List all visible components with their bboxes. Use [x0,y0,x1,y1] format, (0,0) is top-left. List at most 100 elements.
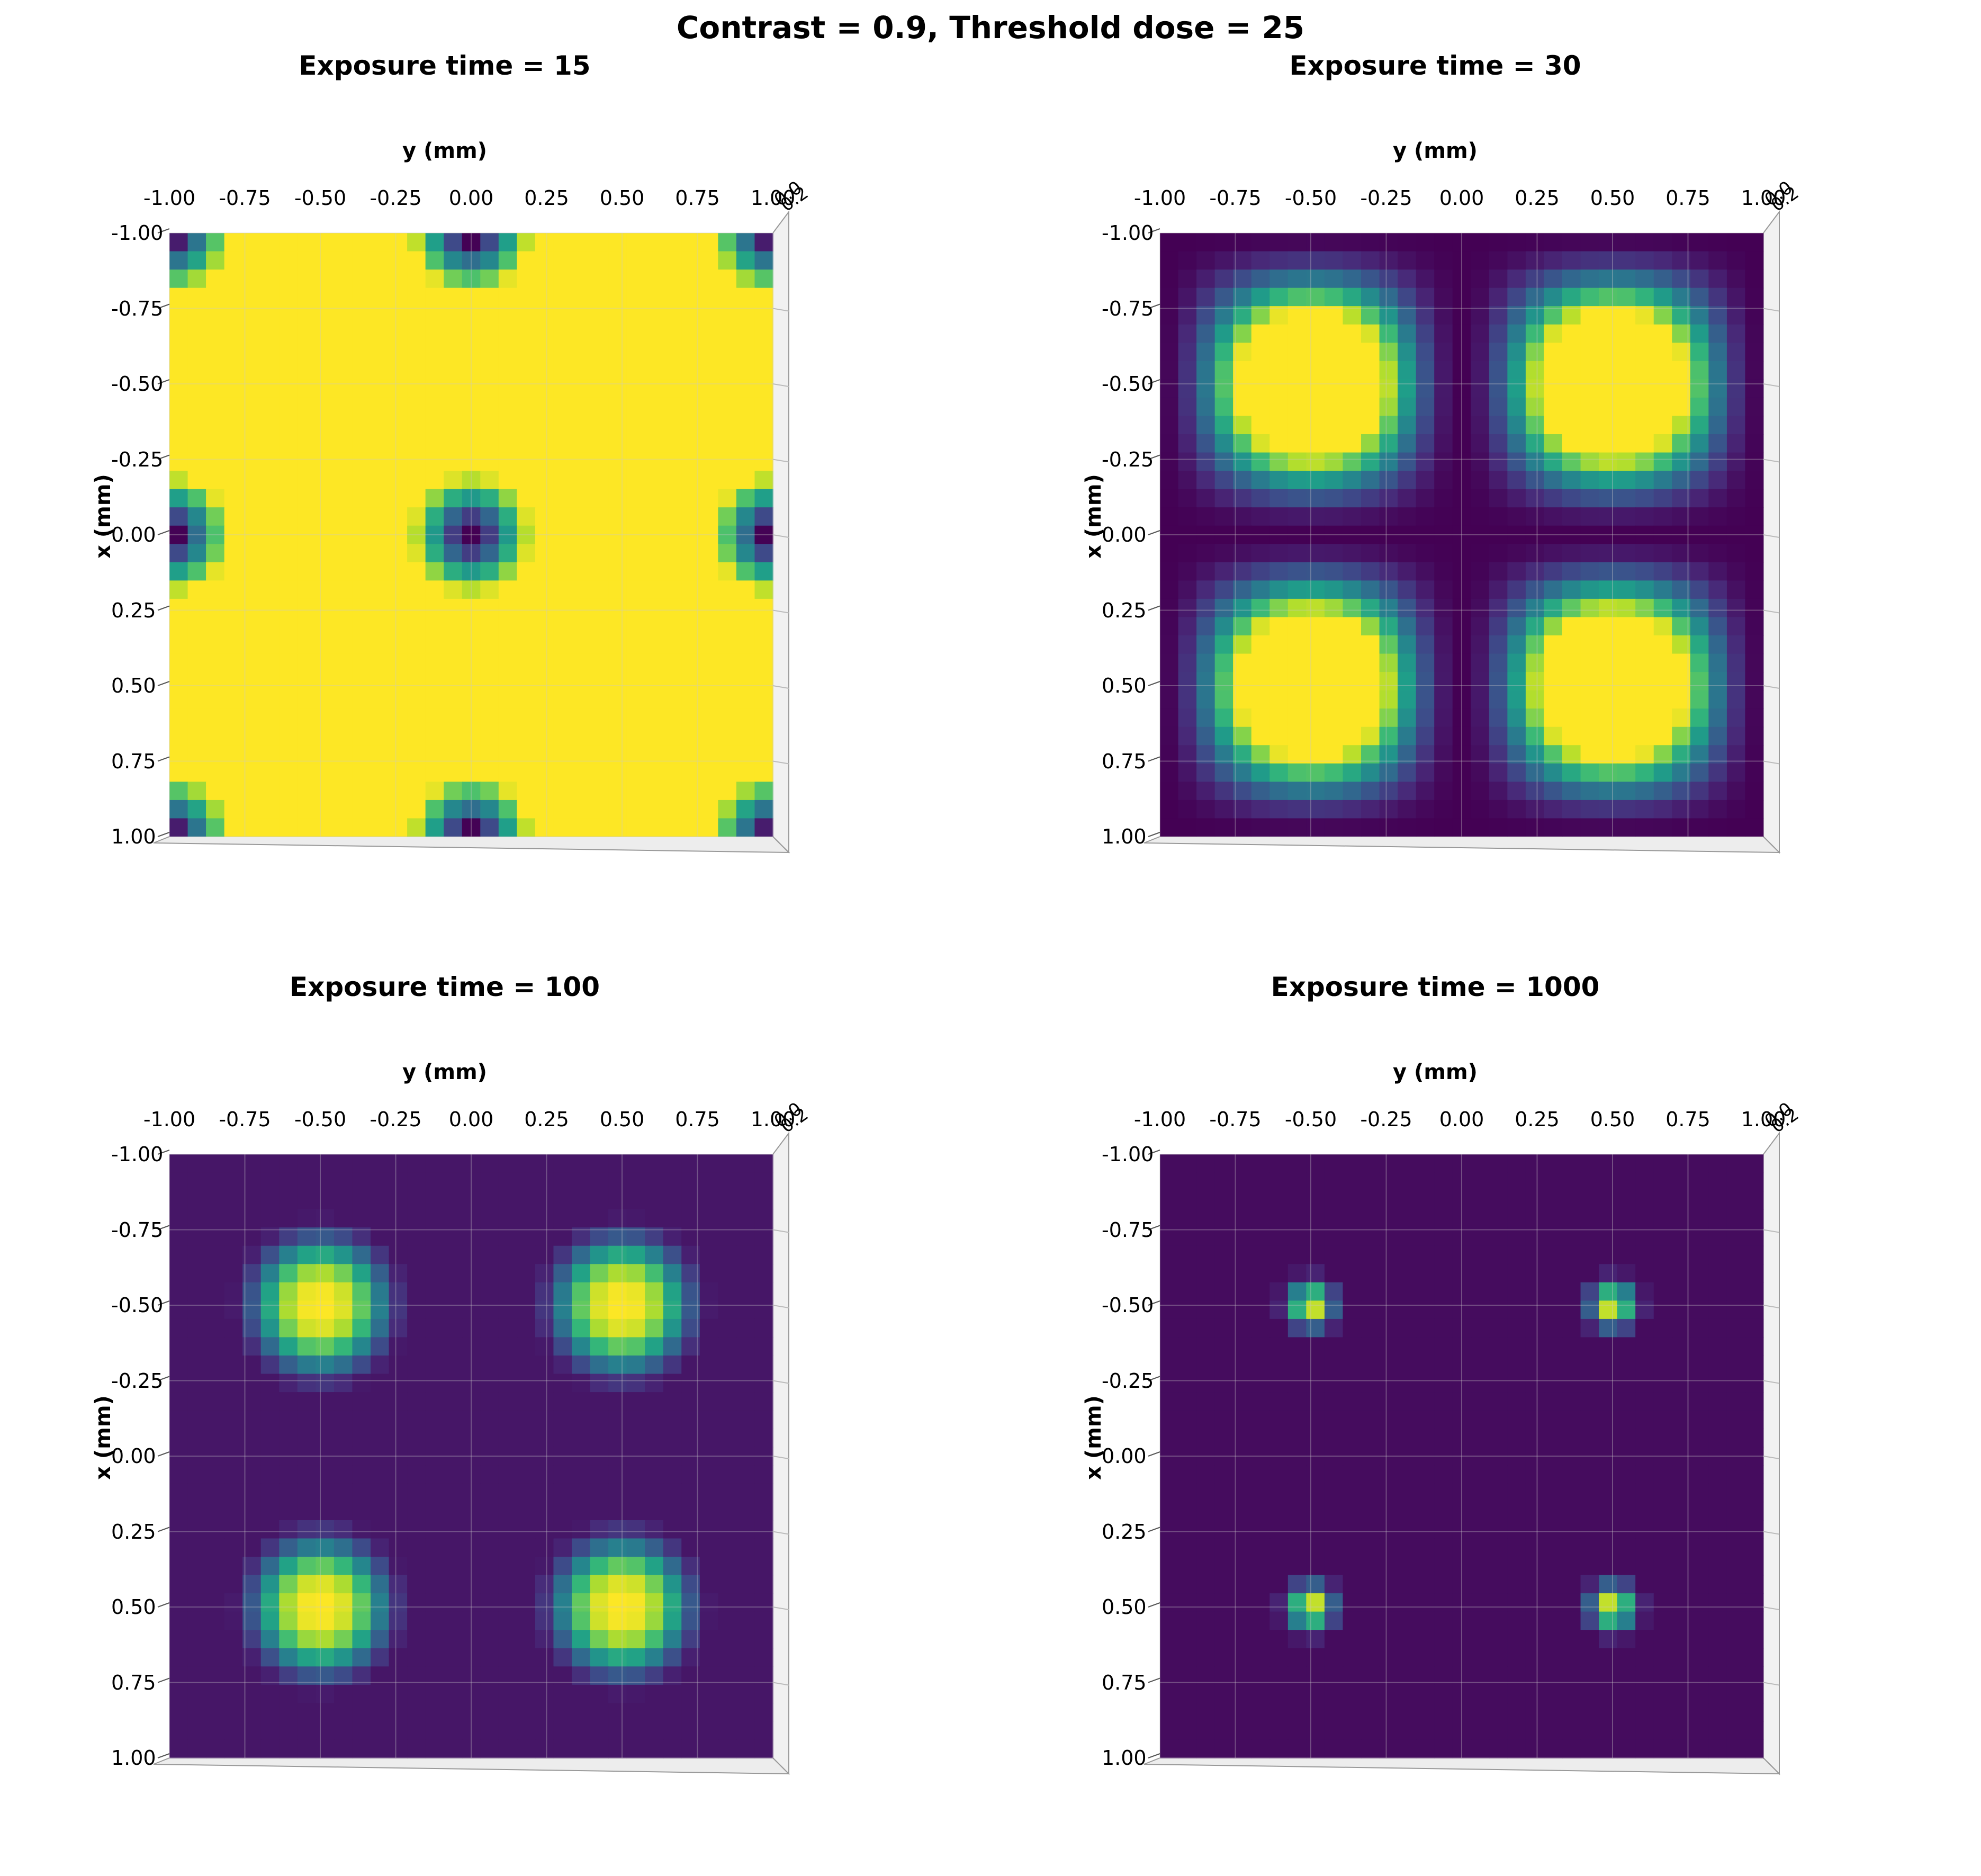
heatmap-cell [1544,1739,1563,1758]
heatmap-cell [681,763,700,783]
heatmap-cell [371,690,390,709]
heatmap-cell [1214,1575,1233,1594]
heatmap-cell [480,1172,499,1191]
heatmap-cell [1635,1429,1654,1448]
heatmap-cell [1160,416,1179,435]
heatmap-cell [242,1374,262,1393]
heatmap-cell [681,617,700,636]
heatmap-cell [1489,1209,1508,1228]
heatmap-cell [1708,270,1727,289]
axis-tick [157,1150,170,1155]
heatmap-cell [444,233,463,252]
heatmap-cell [242,635,262,654]
heatmap-cell [1324,1172,1344,1191]
heatmap-cell [169,471,188,490]
heatmap-cell [681,1191,700,1210]
heatmap-cell [590,1318,609,1338]
heatmap-cell [1525,233,1545,252]
heatmap-cell [1635,1502,1654,1521]
heatmap-cell [187,343,206,362]
heatmap-cell [242,617,262,636]
heatmap-cell [1233,1318,1252,1338]
heatmap-cell [1580,763,1599,783]
heatmap-cell [187,1245,206,1265]
heatmap-cell [480,690,499,709]
heatmap-cell [1178,1191,1197,1210]
heatmap-cell [1343,1245,1362,1265]
heatmap-cell [389,1191,408,1210]
heatmap-cell [1525,343,1545,362]
heatmap-cell [1452,1318,1472,1338]
heatmap-cell [1160,726,1179,746]
heatmap-cell [1287,1538,1307,1557]
heatmap-cell [444,1245,463,1265]
heatmap-cell [206,489,225,508]
heatmap-cell [389,452,408,471]
heatmap-cell [1434,288,1453,307]
heatmap-cell [1599,672,1618,691]
heatmap-cell [681,544,700,563]
heatmap-cell [645,1172,664,1191]
heatmap-cell [1617,800,1636,819]
heatmap-cell [1214,598,1233,618]
heatmap-cell [1269,1356,1289,1375]
heatmap-cell [1471,1429,1490,1448]
heatmap-cell [553,1557,572,1576]
heatmap-cell [736,1282,755,1301]
heatmap-cell [1416,1447,1435,1466]
heatmap-cell [608,726,627,746]
heatmap-cell [334,708,353,728]
x-tick-label: 0.25 [111,1520,156,1543]
heatmap-cell [626,580,645,599]
heatmap-cell [681,1356,700,1375]
heatmap-cell [480,598,499,618]
heatmap-cell [1544,397,1563,417]
heatmap-cell [1398,1483,1417,1503]
heatmap-cell [1233,1465,1252,1484]
heatmap-cell [334,1356,353,1375]
heatmap-cell [1580,782,1599,801]
heatmap-cell [1599,1191,1618,1210]
heatmap-cell [754,1684,773,1704]
heatmap-cell [1726,708,1746,728]
heatmap-cell [1379,1538,1398,1557]
heatmap-cell [553,818,572,837]
heatmap-cell [1178,1630,1197,1649]
heatmap-cell [1324,416,1344,435]
heatmap-cell [1306,580,1325,599]
heatmap-cell [645,580,664,599]
heatmap-cell [498,416,518,435]
heatmap-cell [718,270,737,289]
heatmap-cell [754,782,773,801]
heatmap-cell [169,580,188,599]
axes-pane [1763,210,1780,854]
heatmap-cell [1653,818,1673,837]
heatmap-cell [663,1410,682,1429]
heatmap-cell [498,1465,518,1484]
heatmap-cell [187,379,206,398]
heatmap-cell [1214,434,1233,453]
heatmap-cell [224,1172,243,1191]
heatmap-cell [260,1209,280,1228]
heatmap-cell [1471,1447,1490,1466]
heatmap-cell [169,416,188,435]
heatmap-cell [206,452,225,471]
heatmap-cell [1324,782,1344,801]
heatmap-cell [1544,416,1563,435]
heatmap-cell [681,1154,700,1173]
heatmap-cell [169,617,188,636]
heatmap-cell [535,1227,554,1246]
heatmap-cell [297,1520,317,1539]
heatmap-cell [1745,1502,1764,1521]
heatmap-cell [663,416,682,435]
heatmap-cell [297,507,317,526]
heatmap-cell [1471,1356,1490,1375]
heatmap-cell [699,1721,719,1740]
heatmap-cell [1489,800,1508,819]
heatmap-cell [1745,1245,1764,1265]
heatmap-cell [1324,1739,1344,1758]
heatmap-cell [1507,1374,1526,1393]
heatmap-cell [187,818,206,837]
heatmap-cell [535,361,554,380]
heatmap-cell [1269,1721,1289,1740]
